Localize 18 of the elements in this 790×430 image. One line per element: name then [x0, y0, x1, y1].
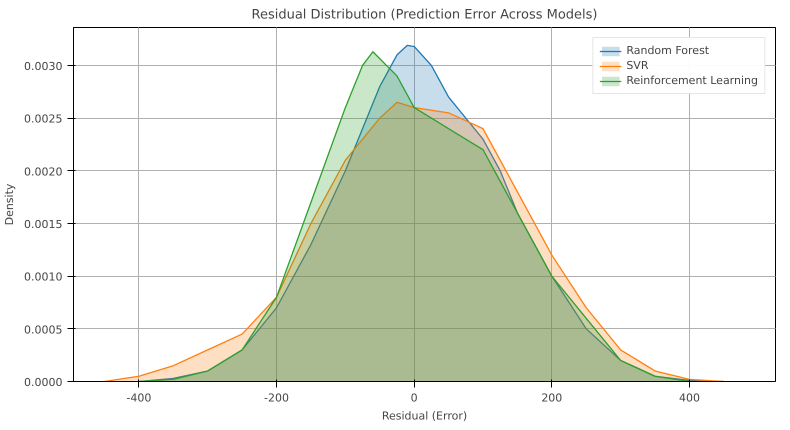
y-axis-title: Density: [3, 183, 16, 226]
y-tick-label: 0.0005: [24, 323, 63, 336]
x-tick-label: 200: [541, 392, 562, 404]
y-tick-label: 0.0030: [24, 60, 63, 73]
legend-label: Random Forest: [626, 44, 710, 57]
y-tick-label: 0.0010: [24, 270, 63, 284]
y-tick-label: 0.0025: [24, 112, 63, 126]
x-tick-label: -400: [126, 392, 152, 404]
legend-label: Reinforcement Learning: [626, 74, 758, 87]
x-tick-label: -200: [264, 392, 290, 404]
y-tick-label: 0.0020: [24, 165, 63, 178]
chart-title: Residual Distribution (Prediction Error Across Models): [252, 8, 598, 22]
y-tick-label: 0.0015: [24, 218, 63, 231]
y-tick-label: 0.0000: [24, 376, 63, 389]
x-axis-title: Residual (Error): [382, 410, 468, 422]
x-tick-label: 0: [410, 392, 418, 404]
legend-label: SVR: [626, 59, 648, 72]
x-tick-label: 400: [678, 392, 700, 404]
